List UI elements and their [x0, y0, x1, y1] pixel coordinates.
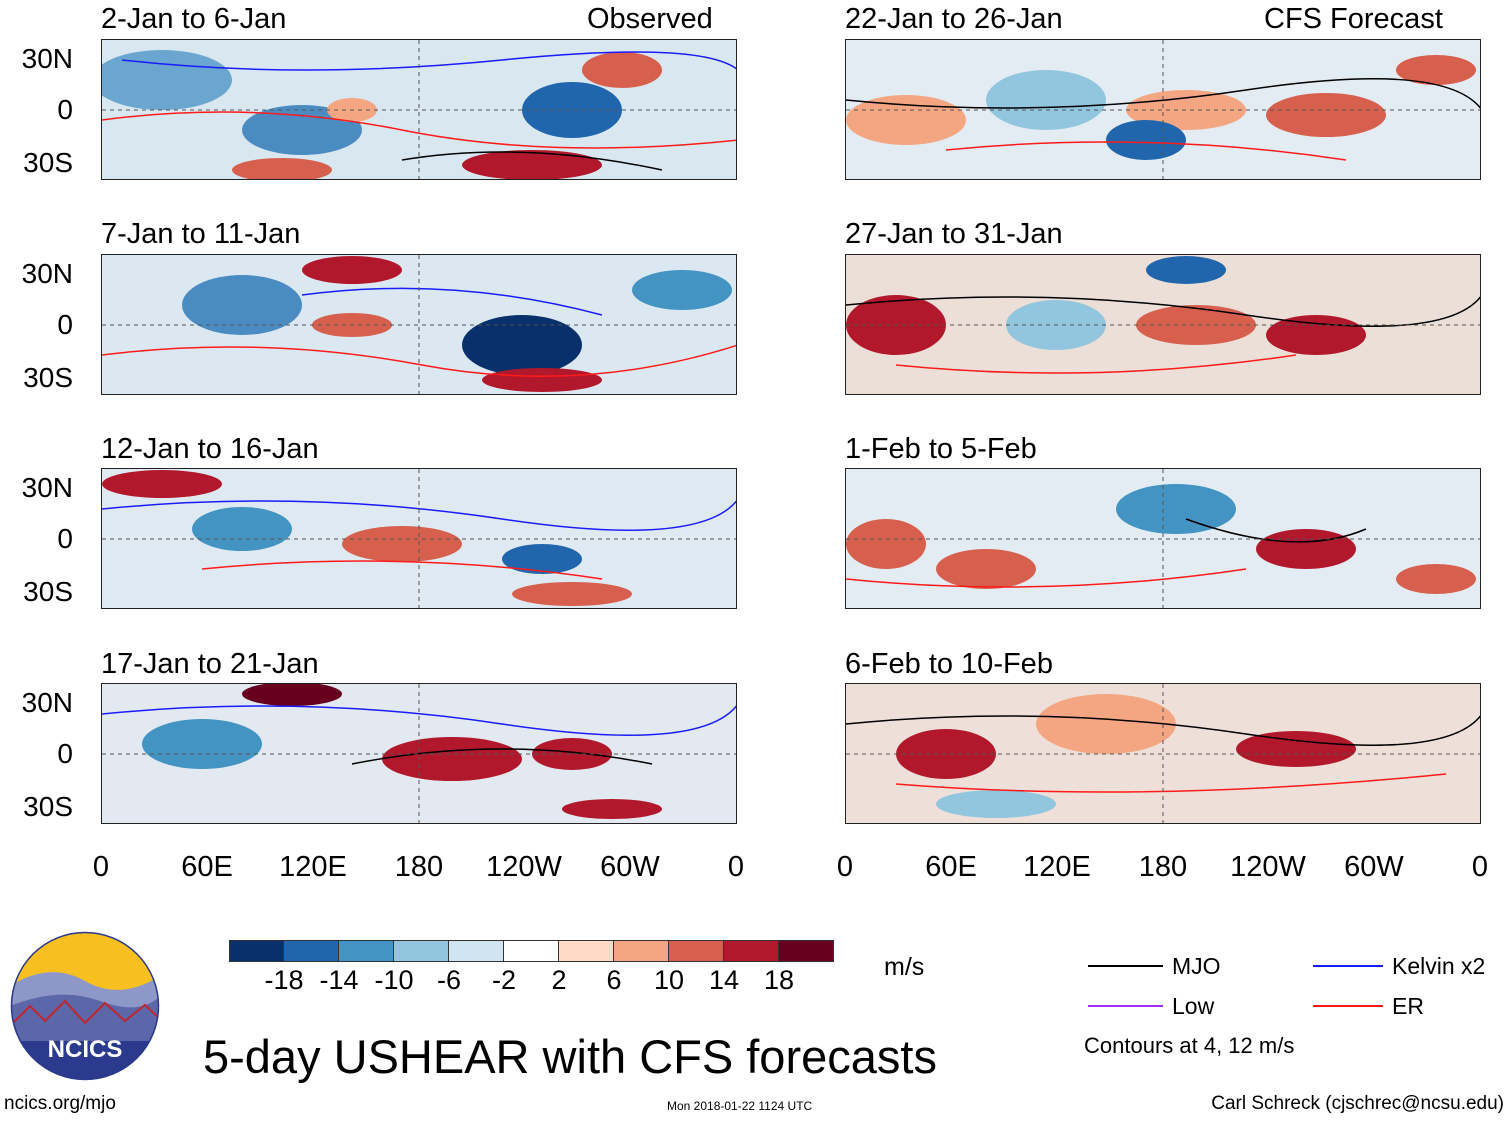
- lat-label-30s: 30S: [23, 362, 73, 393]
- map-panel-6: [845, 254, 1481, 395]
- lat-label-30s: 30S: [23, 791, 73, 822]
- map-panel-8: [845, 683, 1481, 824]
- lon-label: 60E: [925, 851, 977, 883]
- colorbar-tick-label: 18: [763, 965, 795, 995]
- footer-url: ncics.org/mjo: [4, 1093, 116, 1114]
- lon-label: 120W: [486, 851, 562, 883]
- colorbar-swatch: [779, 940, 834, 962]
- lat-label-30s: 30S: [23, 576, 73, 607]
- panel-title-6: 27-Jan to 31-Jan: [845, 218, 1063, 250]
- panel-title-3: 12-Jan to 16-Jan: [101, 433, 319, 465]
- lat-label-30n: 30N: [21, 687, 73, 718]
- legend-low-line: [1088, 1005, 1163, 1007]
- colorbar-swatch: [504, 940, 559, 962]
- panel-title-5: 22-Jan to 26-Jan: [845, 3, 1063, 35]
- colorbar-swatch: [669, 940, 724, 962]
- colorbar-swatch: [229, 940, 284, 962]
- colorbar-swatch: [394, 940, 449, 962]
- lat-label-eq: 0: [57, 94, 73, 125]
- lon-label: 180: [1138, 851, 1188, 883]
- colorbar-tick-label: -2: [491, 965, 517, 995]
- colorbar-tick-label: -10: [374, 965, 414, 995]
- footer-author: Carl Schreck (cjschrec@ncsu.edu): [1211, 1093, 1504, 1114]
- cfs-forecast-label: CFS Forecast: [1264, 3, 1443, 35]
- logo-text: NCICS: [48, 1036, 123, 1063]
- lat-label-30s: 30S: [23, 147, 73, 178]
- lat-label-eq: 0: [57, 523, 73, 554]
- colorbar-tick-label: 10: [653, 965, 685, 995]
- map-panel-1: [101, 39, 737, 180]
- lon-label: 0: [836, 851, 854, 883]
- legend-mjo-line: [1088, 965, 1163, 967]
- map-panel-3: [101, 468, 737, 609]
- footer-timestamp: Mon 2018-01-22 1124 UTC: [667, 1099, 813, 1113]
- colorbar-swatch: [724, 940, 779, 962]
- colorbar-tick-label: 6: [606, 965, 622, 995]
- colorbar-tick-label: 14: [708, 965, 740, 995]
- panel-title-8: 6-Feb to 10-Feb: [845, 648, 1053, 680]
- main-title: 5-day USHEAR with CFS forecasts: [203, 1030, 937, 1083]
- legend-low-label: Low: [1172, 993, 1215, 1019]
- colorbar-tick-label: -18: [264, 965, 304, 995]
- colorbar-swatch: [284, 940, 339, 962]
- colorbar-swatch: [339, 940, 394, 962]
- colorbar-swatch: [614, 940, 669, 962]
- observed-label: Observed: [587, 3, 713, 35]
- lat-label-eq: 0: [57, 738, 73, 769]
- colorbar-swatch: [449, 940, 504, 962]
- colorbar-tick-label: -14: [319, 965, 359, 995]
- lat-label-30n: 30N: [21, 258, 73, 289]
- panel-title-1: 2-Jan to 6-Jan: [101, 3, 287, 35]
- map-panel-2: [101, 254, 737, 395]
- lon-label: 120E: [1023, 851, 1091, 883]
- map-panel-5: [845, 39, 1481, 180]
- lon-label: 0: [1471, 851, 1489, 883]
- panel-title-2: 7-Jan to 11-Jan: [101, 218, 301, 250]
- lon-label: 0: [92, 851, 110, 883]
- colorbar-tick-label: 2: [551, 965, 567, 995]
- lon-label: 60E: [181, 851, 233, 883]
- lat-label-30n: 30N: [21, 43, 73, 74]
- panel-title-4: 17-Jan to 21-Jan: [101, 648, 319, 680]
- lon-label: 120E: [279, 851, 347, 883]
- lat-label-30n: 30N: [21, 472, 73, 503]
- map-panel-7: [845, 468, 1481, 609]
- legend-er-label: ER: [1392, 993, 1424, 1019]
- legend-er-line: [1313, 1005, 1383, 1007]
- legend-note: Contours at 4, 12 m/s: [1084, 1033, 1295, 1058]
- lat-label-eq: 0: [57, 309, 73, 340]
- lon-label: 0: [727, 851, 745, 883]
- legend-kelvin-line: [1313, 965, 1383, 967]
- colorbar-tick-label: -6: [436, 965, 462, 995]
- ncics-logo: NCICS: [10, 931, 160, 1081]
- lon-label: 180: [394, 851, 444, 883]
- lon-label: 120W: [1230, 851, 1306, 883]
- colorbar-units: m/s: [884, 953, 925, 981]
- map-panel-4: [101, 683, 737, 824]
- panel-title-7: 1-Feb to 5-Feb: [845, 433, 1037, 465]
- legend-kelvin-label: Kelvin x2: [1392, 953, 1486, 979]
- lon-label: 60W: [600, 851, 660, 883]
- lon-label: 60W: [1344, 851, 1404, 883]
- colorbar-swatch: [559, 940, 614, 962]
- legend-mjo-label: MJO: [1172, 953, 1221, 979]
